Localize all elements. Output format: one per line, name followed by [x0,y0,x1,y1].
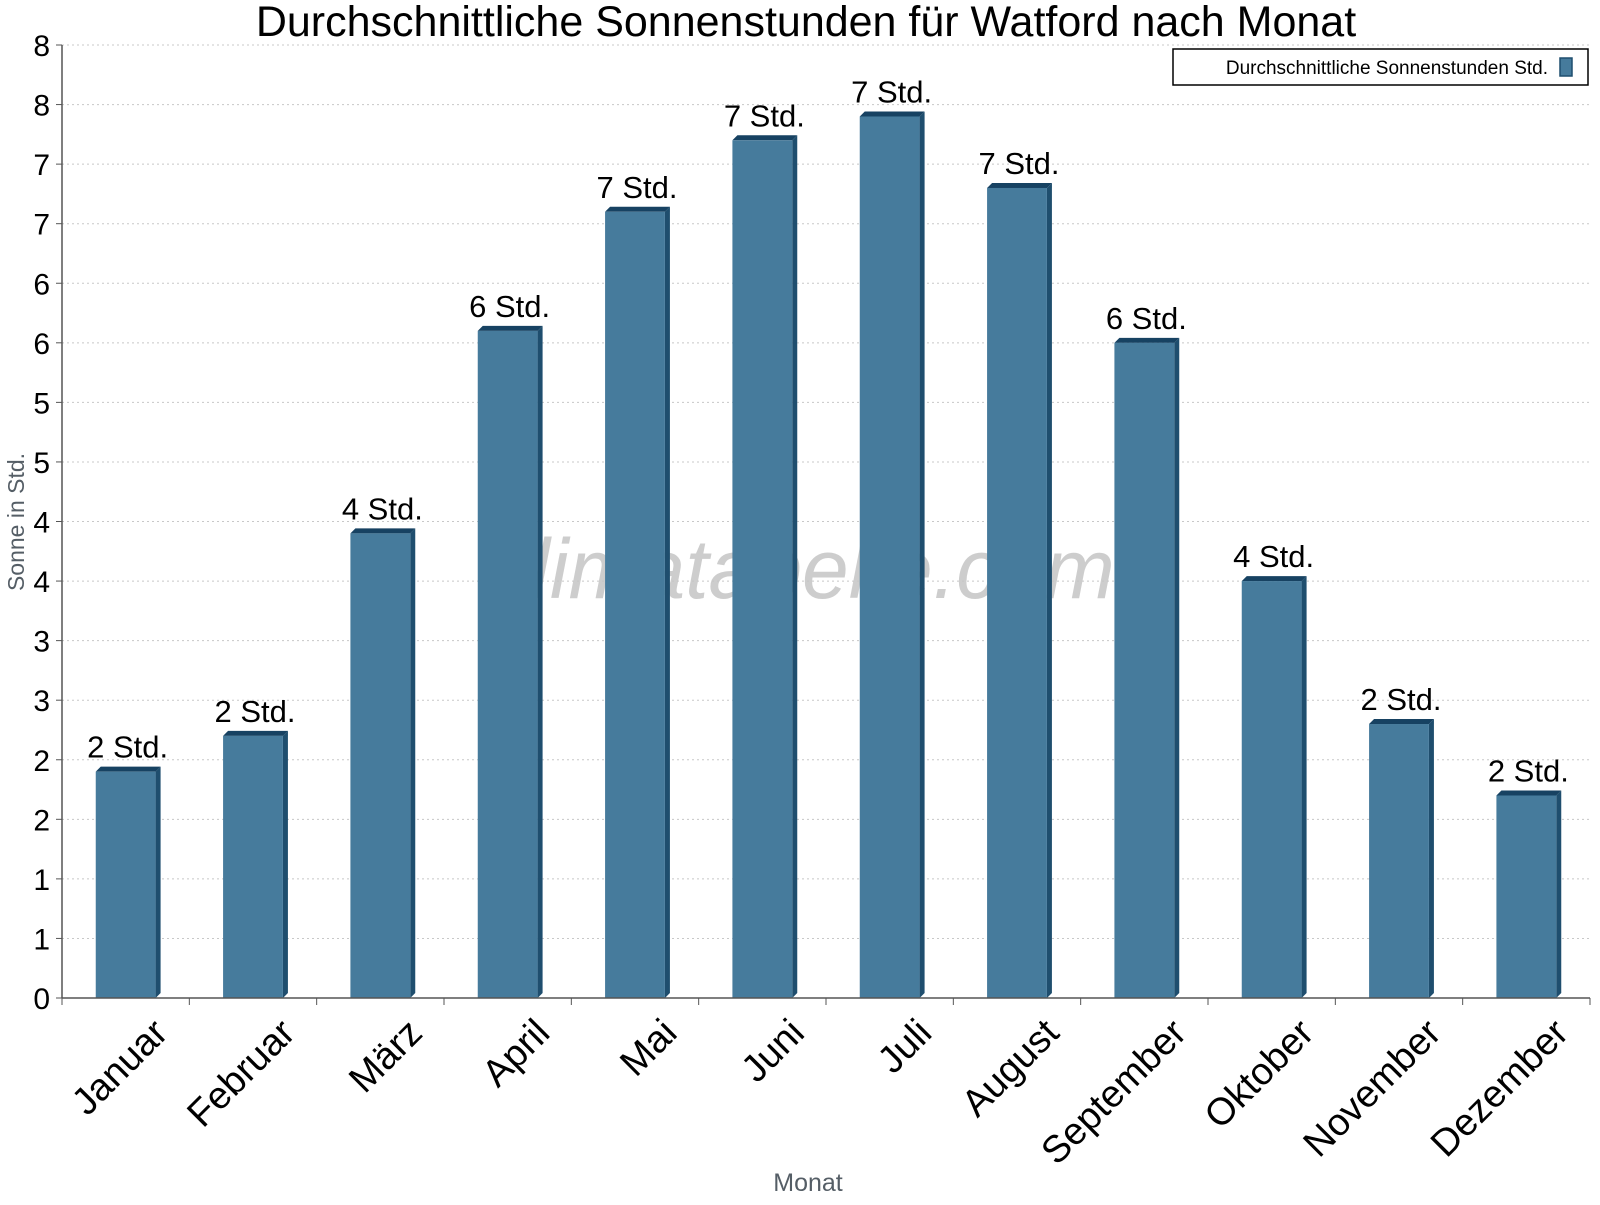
bar-side [664,206,670,998]
x-axis-label: Monat [773,1169,843,1197]
bar-top [605,206,670,212]
y-tick-labels: 0 1 1 2 2 3 3 4 4 5 5 6 6 7 7 8 8 [33,30,50,1016]
y-tick-label: 2 [33,804,50,837]
bar [859,116,920,999]
y-tick-label: 7 [33,209,50,242]
bar [95,771,156,998]
bar [350,533,411,998]
bar [605,211,665,998]
bar-side [1428,719,1434,998]
bar [1241,581,1302,998]
y-tick-label: 8 [33,90,50,123]
bars [95,111,1562,999]
y-tick-label: 2 [33,745,50,778]
bar-side [1174,337,1180,998]
bar-top [1114,337,1180,343]
data-label: 2 Std. [87,730,168,765]
bar-top [987,182,1052,188]
bar-top [732,135,798,141]
data-label: 6 Std. [469,289,550,324]
y-tick-label: 0 [33,983,50,1016]
legend: Durchschnittliche Sonnenstunden Std. [1172,48,1589,86]
bar-side [282,730,288,998]
bar-side [1301,576,1307,998]
data-label: 4 Std. [1233,539,1314,574]
y-tick-label: 1 [33,923,50,956]
bar-side [1046,182,1052,998]
bar-side [537,325,543,998]
bar [1496,795,1557,998]
y-tick-label: 5 [33,387,50,420]
y-tick-label: 7 [33,149,50,182]
legend-box [1172,48,1589,86]
bar [477,330,538,998]
bar-top [1241,576,1307,582]
data-label: 2 Std. [1361,682,1442,717]
y-tick-label: 4 [33,566,50,599]
bar-top [1496,790,1562,796]
data-label: 7 Std. [851,74,932,109]
bar-top [223,730,288,736]
y-tick-label: 6 [33,268,50,301]
data-label: 6 Std. [1106,301,1187,336]
y-tick-label: 3 [33,626,50,659]
bar-top [859,111,925,117]
y-tick-label: 6 [33,328,50,361]
bar-side [155,766,161,998]
y-tick-label: 4 [33,507,50,540]
bar [987,187,1047,998]
y-tick-label: 1 [33,864,50,897]
data-label: 7 Std. [597,170,678,205]
axes [56,44,1591,1005]
bar-side [410,528,416,998]
bar-side [792,135,798,999]
data-label: 4 Std. [342,491,423,526]
bar-top [95,766,161,772]
bar-top [1369,719,1434,725]
legend-swatch [1559,57,1573,77]
y-axis-label: Sonne in Std. [3,453,29,591]
bar-side [1556,790,1562,998]
data-label: 2 Std. [1488,753,1569,788]
bar [1114,342,1175,998]
bar-top [477,325,543,331]
bar [223,735,283,998]
data-labels: 2 Std. 2 Std. 4 Std. 6 Std. 7 Std. 7 Std. 7 St… [87,74,1569,788]
legend-label: Durchschnittliche Sonnenstunden Std. [1226,58,1548,79]
bar [1369,724,1429,998]
bar [732,140,793,999]
y-tick-label: 5 [33,447,50,480]
data-label: 7 Std. [724,98,805,133]
data-label: 7 Std. [979,146,1060,181]
chart-title: Durchschnittliche Sonnenstunden für Watf… [256,0,1356,46]
y-tick-label: 8 [33,30,50,63]
bar-top [350,528,416,534]
bar-side [919,111,925,999]
data-label: 2 Std. [215,694,296,729]
y-tick-label: 3 [33,685,50,718]
